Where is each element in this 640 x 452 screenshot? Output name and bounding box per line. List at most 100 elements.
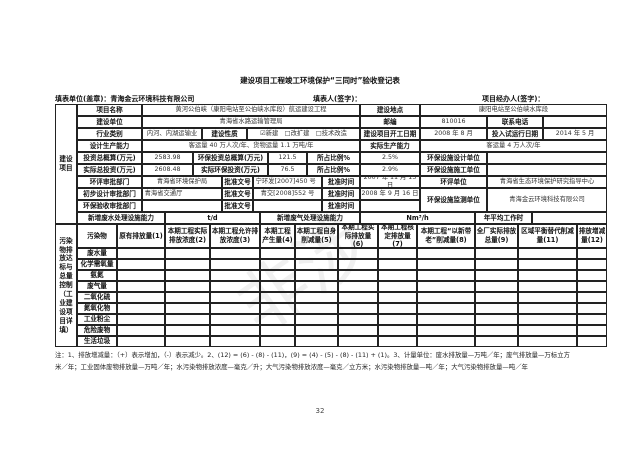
pollutant-value-cell — [116, 335, 166, 348]
value-eia-no: 宁环发[2007]450 号 — [252, 175, 323, 189]
value-env-build-unit — [486, 163, 608, 177]
label-env-build-unit: 环保设施施工单位 — [419, 163, 488, 177]
value-accept-time — [359, 199, 421, 213]
value-actual-invest: 2608.48 — [141, 163, 194, 177]
value-eia-dept: 青海省环境保护局 — [141, 175, 223, 189]
column-header: 原有排放量(1) — [116, 223, 166, 249]
column-header: 本期工程产生量(4) — [259, 223, 296, 249]
value-ratio-1: 2.5% — [359, 151, 421, 165]
label-postcode: 邮编 — [359, 115, 421, 129]
column-header: 本期工程核定排放量(7) — [377, 223, 418, 249]
project-manager: 项目经办人(签字)： — [482, 95, 545, 103]
label-builder: 建设单位 — [76, 115, 143, 129]
label-eia-unit: 环评单位 — [419, 175, 488, 189]
value-accept-no — [252, 199, 323, 213]
value-eia-time: 2007 年 11 月 15 日 — [359, 175, 421, 189]
column-header: 排放增减量(12) — [576, 223, 608, 249]
value-nature: ☑新建 □改扩建 □技术改造 — [246, 127, 361, 141]
label-env-budget: 环保投资总概算(万元) — [192, 151, 269, 165]
pollutant-value-cell — [377, 335, 418, 348]
value-env-budget: 121.5 — [267, 151, 308, 165]
value-prelim-dept: 青海省交通厅 — [141, 187, 223, 201]
label-accept-dept: 环保验收审批部门 — [76, 199, 143, 213]
value-trial: 2014 年 5 月 — [542, 127, 608, 141]
section-project: 建设项目 — [54, 103, 78, 225]
label-env-design-unit: 环保设施设计单位 — [419, 151, 488, 165]
pollutant-value-cell — [416, 335, 476, 348]
label-actual-invest: 实际总投资(万元) — [76, 163, 143, 177]
pollutant-value-cell — [337, 335, 379, 348]
value-actual-capacity: 客运量 4 万人次/年 — [419, 139, 608, 153]
note-line-2: 米／年；工业固体废物排放量—万吨／年；水污染物排放浓度—毫克／升；大气污染物排放… — [55, 363, 528, 371]
label-phone: 联系电话 — [486, 115, 544, 129]
pollutant-value-cell — [517, 335, 578, 348]
value-name: 黄河公伯峡（康阳电站至公伯峡水库段）航运建设工程 — [141, 103, 361, 117]
label-ratio-2: 所占比例% — [306, 163, 361, 177]
filler-person: 填表人(签字)： — [313, 95, 362, 103]
value-phone — [542, 115, 608, 129]
label-nature: 建设性质 — [201, 127, 248, 141]
label-trial: 投入试运行日期 — [486, 127, 544, 141]
label-eia-time: 批准时间 — [321, 175, 361, 189]
column-header: 区域平衡替代削减量(11) — [517, 223, 578, 249]
label-water-cap: 新增废水处理设施能力 — [76, 211, 166, 225]
label-accept-time: 批准时间 — [321, 199, 361, 213]
value-water-cap: t/d — [164, 211, 261, 225]
label-prelim-dept: 初步设计审批部门 — [76, 187, 143, 201]
value-builder: 青海省水路运输管理局 — [141, 115, 361, 129]
pollutant-value-cell — [209, 335, 261, 348]
label-location: 建设地点 — [359, 103, 421, 117]
label-prelim-time: 批准时间 — [321, 187, 361, 201]
label-eia-no: 批准文号 — [221, 175, 254, 189]
page-number: 32 — [315, 407, 325, 415]
value-prelim-no: 青交[2008]552 号 — [252, 187, 323, 201]
label-design-capacity: 设计生产能力 — [76, 139, 143, 153]
pollutant-value-cell — [576, 335, 608, 348]
label-budget: 投资总概算(万元) — [76, 151, 143, 165]
label-start: 建设项目开工日期 — [359, 127, 421, 141]
value-industry: 内河、内湖运输业 — [141, 127, 203, 141]
value-env-design-unit — [486, 151, 608, 165]
note-line-1: 注：1、排放增减量：（+）表示增加，（-）表示减少。2、(12) = (6) -… — [55, 351, 570, 359]
pollutant-value-cell — [474, 335, 519, 348]
value-work-hours — [531, 211, 608, 225]
label-work-hours: 年平均工作时 — [474, 211, 533, 225]
value-actual-env-invest: 76.5 — [267, 163, 308, 177]
column-header: 本期工程“以新带老”削减量(8) — [416, 223, 476, 249]
label-name: 项目名称 — [76, 103, 143, 117]
value-eia-unit: 青海省生态环境保护研究指导中心 — [486, 175, 608, 189]
value-monitor-unit: 青海金云环境科技有限公司 — [486, 187, 608, 213]
column-header: 污染物 — [76, 223, 118, 249]
label-eia-dept: 环评审批部门 — [76, 175, 143, 189]
form-title: 建设项目工程竣工环境保护“三同时”验收登记表 — [240, 76, 400, 85]
value-prelim-time: 2008 年 9 月 16 日 — [359, 187, 421, 201]
label-actual-env-invest: 实际环保投资(万元) — [192, 163, 269, 177]
label-gas-cap: 新增废气处理设施能力 — [259, 211, 361, 225]
column-header: 本期工程实际排放量(6) — [337, 223, 379, 249]
value-gas-cap: Nm³/h — [359, 211, 476, 225]
label-industry: 行业类别 — [76, 127, 143, 141]
column-header: 本期工程允许排放浓度(3) — [209, 223, 261, 249]
value-location: 康阳电站至公伯峡水库段 — [419, 103, 608, 117]
value-postcode: 810016 — [419, 115, 488, 129]
column-header: 本期工程自身削减量(5) — [294, 223, 339, 249]
pollutant-value-cell — [294, 335, 339, 348]
label-actual-capacity: 实际生产能力 — [359, 139, 421, 153]
section-pollution: 污染物排放达标与总量控制（工业建设项目详填） — [54, 223, 78, 348]
pollutant-value-cell — [164, 335, 211, 348]
column-header: 本期工程实际排放浓度(2) — [164, 223, 211, 249]
label-accept-no: 批准文号 — [221, 199, 254, 213]
pollutant-name: 生活垃圾 — [76, 335, 118, 348]
label-ratio-1: 所占比例% — [306, 151, 361, 165]
filler-unit: 填表单位(盖章)：青海金云环境科技有限公司 — [55, 95, 195, 103]
label-monitor-unit: 环保设施监测单位 — [419, 187, 488, 213]
pollutant-value-cell — [259, 335, 296, 348]
value-accept-dept — [141, 199, 223, 213]
column-header: 全厂实际排放总量(9) — [474, 223, 519, 249]
value-budget: 2583.98 — [141, 151, 194, 165]
label-prelim-no: 批准文号 — [221, 187, 254, 201]
value-start: 2008 年 8 月 — [419, 127, 488, 141]
value-design-capacity: 客运量 40 万人次/年、货物运量 1.1 万吨/年 — [141, 139, 361, 153]
value-ratio-2: 2.9% — [359, 163, 421, 177]
